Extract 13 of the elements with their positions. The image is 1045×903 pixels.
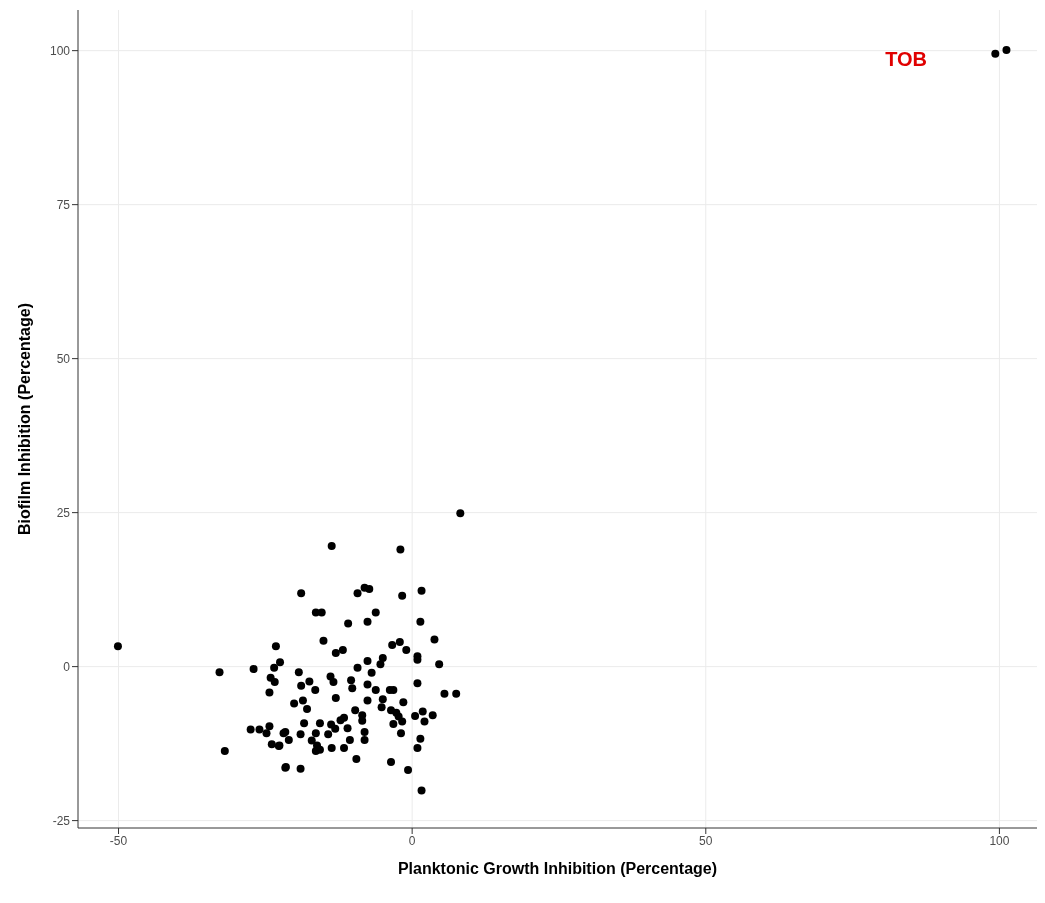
y-tick-label: -25	[52, 813, 71, 828]
y-tick-label: 75	[56, 197, 71, 212]
y-tick-label: 50	[56, 351, 71, 366]
annotation: TOB	[885, 48, 927, 71]
y-tick-label: 25	[56, 505, 71, 520]
y-tick-label: 0	[63, 659, 71, 674]
y-tick-label: 100	[49, 43, 71, 58]
x-tick-label: -50	[109, 833, 128, 848]
x-tick-label: 50	[699, 833, 713, 848]
y-axis-title: Biofilm Inhibition (Percentage)	[15, 302, 33, 536]
x-tick-label: 0	[408, 833, 416, 848]
x-axis-title: Planktonic Growth Inhibition (Percentage)	[397, 860, 718, 877]
x-tick-label: 100	[989, 833, 1010, 848]
